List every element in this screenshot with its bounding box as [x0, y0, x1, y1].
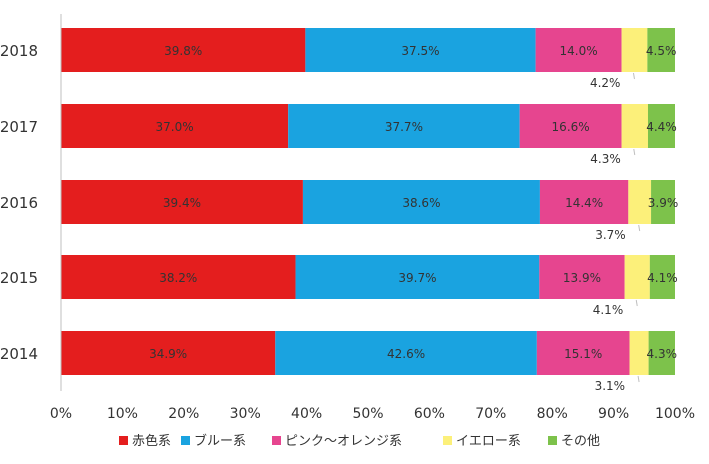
data-label: 42.6% [387, 347, 425, 361]
y-tick-label: 2015 [0, 269, 38, 287]
x-axis-tick-labels: 0% 10% 20% 30% 40% 50% 60% 70% 80% 90% 100% [50, 406, 695, 422]
legend-swatch [443, 436, 452, 445]
data-label: 4.3% [647, 347, 678, 361]
data-label: 38.6% [402, 196, 440, 210]
bar-segment [621, 28, 648, 72]
bar-segment [628, 180, 652, 224]
data-label: 39.8% [164, 44, 202, 58]
x-tick-label: 70% [475, 406, 506, 422]
bar-segment [519, 104, 622, 148]
data-label: 3.7% [595, 228, 626, 242]
data-label: 3.9% [648, 196, 679, 210]
data-label: 16.6% [552, 120, 590, 134]
leader-line [632, 72, 635, 80]
legend-label: ブルー系 [194, 433, 246, 449]
leader-line [638, 224, 641, 232]
data-label: 4.4% [646, 120, 677, 134]
data-label: 37.7% [385, 120, 423, 134]
x-tick-label: 100% [655, 406, 695, 422]
y-tick-label: 2018 [0, 42, 38, 60]
bar-segment [275, 331, 537, 375]
data-label: 4.1% [593, 303, 624, 317]
data-label: 14.0% [560, 44, 598, 58]
bar-segment [288, 104, 520, 148]
x-tick-label: 90% [598, 406, 629, 422]
x-tick-label: 40% [291, 406, 322, 422]
bar-segment [648, 331, 675, 375]
x-tick-label: 50% [352, 406, 383, 422]
bar-segment [621, 104, 648, 148]
bar-segment [61, 331, 276, 375]
bar-segment [539, 180, 629, 224]
legend-swatch [272, 436, 281, 445]
data-label: 13.9% [563, 271, 601, 285]
data-label: 37.0% [156, 120, 194, 134]
bar-segment [61, 180, 303, 224]
bar-segment [649, 255, 675, 299]
bar-segment [302, 180, 540, 224]
bar-segment [61, 255, 296, 299]
data-label: 3.1% [595, 379, 626, 393]
legend-label: その他 [561, 434, 600, 449]
bar-segment [647, 104, 675, 148]
bar-segment [629, 331, 649, 375]
y-tick-label: 2017 [0, 118, 38, 136]
x-tick-label: 60% [414, 406, 445, 422]
data-label: 39.7% [398, 271, 436, 285]
legend-swatch [119, 436, 128, 445]
bar-segment [647, 28, 675, 72]
legend-label: ピンク～オレンジ系 [285, 434, 402, 449]
legend-swatch [181, 436, 190, 445]
x-tick-label: 80% [537, 406, 568, 422]
y-tick-label: 2014 [0, 345, 38, 363]
legend-label: イエロー系 [456, 434, 521, 449]
bar-segment [536, 331, 630, 375]
legend-label: 赤色系 [132, 433, 171, 449]
bar-segment [305, 28, 536, 72]
data-label: 4.2% [590, 76, 621, 90]
data-labels-layer: 39.8% 37.5% 14.0% 4.2% 4.5% 37.0% 37.7% 16.6% 4.… [149, 44, 678, 393]
x-tick-label: 20% [168, 406, 199, 422]
x-tick-label: 10% [107, 406, 138, 422]
x-tick-label: 30% [230, 406, 261, 422]
data-label: 15.1% [564, 347, 602, 361]
bar-segment [61, 104, 289, 148]
x-tick-label: 0% [50, 406, 72, 422]
data-label: 34.9% [149, 347, 187, 361]
legend: 赤色系 ブルー系 ピンク～オレンジ系 イエロー系 その他 [119, 433, 600, 449]
data-label: 4.1% [647, 271, 678, 285]
bar-segment [651, 180, 675, 224]
legend-swatch [548, 436, 557, 445]
data-label: 37.5% [401, 44, 439, 58]
data-label: 4.5% [646, 44, 677, 58]
bars-layer [61, 28, 675, 375]
bar-segment [61, 28, 306, 72]
data-label: 38.2% [159, 271, 197, 285]
bar-segment [624, 255, 650, 299]
bar-segment [295, 255, 540, 299]
y-axis-tick-labels: 2018 2017 2016 2015 2014 [0, 42, 38, 363]
leader-line [637, 375, 640, 383]
data-label: 4.3% [590, 152, 621, 166]
leader-line [635, 299, 638, 307]
data-label: 39.4% [163, 196, 201, 210]
leader-line [633, 148, 636, 156]
bar-segment [535, 28, 622, 72]
data-label: 14.4% [565, 196, 603, 210]
y-tick-label: 2016 [0, 194, 38, 212]
bar-segment [539, 255, 625, 299]
